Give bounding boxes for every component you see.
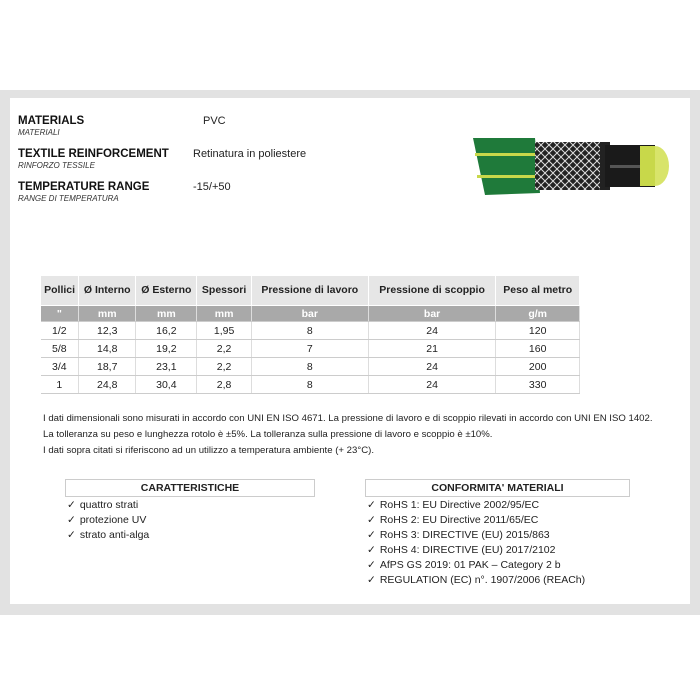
column-header: Peso al metro bbox=[495, 275, 580, 306]
spec-sublabel: RANGE DI TEMPERATURA bbox=[18, 194, 119, 203]
spec-value: PVC bbox=[203, 115, 226, 127]
table-cell: 8 bbox=[251, 357, 369, 376]
table-header-row: Pollici Ø Interno Ø Esterno Spessori Pre… bbox=[39, 275, 580, 306]
table-row: 1/2 12,3 16,2 1,95 8 24 120 bbox=[40, 321, 580, 340]
spec-value: -15/+50 bbox=[193, 181, 231, 193]
table-row: 3/4 18,7 23,1 2,2 8 24 200 bbox=[40, 357, 580, 376]
spec-sublabel: RINFORZO TESSILE bbox=[18, 161, 95, 170]
table-cell: 2,2 bbox=[196, 339, 252, 358]
table-cell: 24,8 bbox=[78, 375, 137, 394]
table-cell: 23,1 bbox=[135, 357, 198, 376]
column-header: Pressione di scoppio bbox=[367, 275, 497, 306]
check-icon: ✓ bbox=[367, 544, 376, 556]
check-icon: ✓ bbox=[67, 499, 76, 511]
conformita-list: ✓ RoHS 1: EU Directive 2002/95/EC ✓ RoHS 2:… bbox=[367, 498, 585, 588]
unit-cell: bar bbox=[251, 305, 369, 322]
table-cell: 24 bbox=[368, 375, 497, 394]
note-line: La tolleranza su peso e lunghezza rotolo… bbox=[43, 429, 493, 440]
note-line: I dati sopra citati si riferiscono ad un… bbox=[43, 445, 374, 456]
column-header: Pollici bbox=[39, 275, 80, 306]
check-icon: ✓ bbox=[367, 559, 376, 571]
notes: I dati dimensionali sono misurati in acc… bbox=[43, 411, 653, 459]
unit-cell: g/m bbox=[495, 305, 580, 322]
table-cell: 1/2 bbox=[40, 321, 80, 340]
list-item: ✓ strato anti-alga bbox=[67, 528, 149, 543]
table-cell: 1 bbox=[40, 375, 80, 394]
list-item-text: strato anti-alga bbox=[79, 529, 150, 541]
check-icon: ✓ bbox=[67, 529, 76, 541]
list-item: ✓ AfPS GS 2019: 01 PAK – Category 2 b bbox=[367, 558, 585, 573]
list-item: ✓ protezione UV bbox=[67, 513, 149, 528]
list-item: ✓ quattro strati bbox=[67, 498, 149, 513]
table-cell: 330 bbox=[495, 375, 580, 394]
table-row: 1 24,8 30,4 2,8 8 24 330 bbox=[40, 375, 580, 394]
check-icon: ✓ bbox=[367, 499, 376, 511]
list-item-text: AfPS GS 2019: 01 PAK – Category 2 b bbox=[379, 559, 561, 571]
table-cell: 30,4 bbox=[135, 375, 198, 394]
column-header: Spessori bbox=[196, 275, 252, 306]
unit-cell: mm bbox=[196, 305, 252, 322]
list-item: ✓ RoHS 2: EU Directive 2011/65/EC bbox=[367, 513, 585, 528]
table-cell: 14,8 bbox=[78, 339, 137, 358]
table-cell: 3/4 bbox=[40, 357, 80, 376]
list-item-text: protezione UV bbox=[79, 514, 147, 526]
list-item-text: RoHS 4: DIRECTIVE (EU) 2017/2102 bbox=[379, 544, 556, 556]
table-cell: 7 bbox=[251, 339, 369, 358]
table-cell: 16,2 bbox=[135, 321, 198, 340]
spec-value: Retinatura in poliestere bbox=[193, 148, 307, 160]
spec-label: MATERIALS bbox=[18, 115, 85, 127]
check-icon: ✓ bbox=[367, 514, 376, 526]
spec-label: TEXTILE REINFORCEMENT bbox=[18, 148, 169, 160]
units-row: " mm mm mm bar bar g/m bbox=[40, 305, 580, 322]
column-header: Pressione di lavoro bbox=[250, 275, 369, 306]
table-cell: 21 bbox=[368, 339, 497, 358]
list-item: ✓ RoHS 3: DIRECTIVE (EU) 2015/863 bbox=[367, 528, 585, 543]
unit-cell: mm bbox=[78, 305, 137, 322]
table-cell: 24 bbox=[368, 321, 497, 340]
list-item-text: quattro strati bbox=[79, 499, 139, 511]
table-cell: 1,95 bbox=[196, 321, 252, 340]
table-cell: 18,7 bbox=[78, 357, 137, 376]
list-item: ✓ RoHS 4: DIRECTIVE (EU) 2017/2102 bbox=[367, 543, 585, 558]
list-item-text: RoHS 1: EU Directive 2002/95/EC bbox=[379, 499, 540, 511]
table-cell: 200 bbox=[495, 357, 580, 376]
check-icon: ✓ bbox=[367, 529, 376, 541]
table-cell: 2,2 bbox=[196, 357, 252, 376]
list-item: ✓ RoHS 1: EU Directive 2002/95/EC bbox=[367, 498, 585, 513]
unit-cell: bar bbox=[368, 305, 497, 322]
table-cell: 8 bbox=[251, 375, 369, 394]
table-cell: 12,3 bbox=[78, 321, 137, 340]
table-cell: 24 bbox=[368, 357, 497, 376]
spec-textile: TEXTILE REINFORCEMENT RINFORZO TESSILE R… bbox=[18, 148, 306, 170]
table-cell: 2,8 bbox=[196, 375, 252, 394]
specs-table: Pollici Ø Interno Ø Esterno Spessori Pre… bbox=[39, 275, 580, 394]
caratteristiche-title: CARATTERISTICHE bbox=[65, 479, 315, 497]
table-cell: 120 bbox=[495, 321, 580, 340]
spec-materials: MATERIALS MATERIALI PVC bbox=[18, 115, 226, 137]
conformita-title: CONFORMITA' MATERIALI bbox=[365, 479, 630, 497]
table-cell: 160 bbox=[495, 339, 580, 358]
product-sheet: MATERIALS MATERIALI PVC TEXTILE REINFORC… bbox=[10, 98, 690, 604]
list-item-text: RoHS 2: EU Directive 2011/65/EC bbox=[379, 514, 539, 526]
list-item: ✓ REGULATION (EC) n°. 1907/2006 (REACh) bbox=[367, 573, 585, 588]
hose-image bbox=[473, 138, 669, 195]
unit-cell: mm bbox=[135, 305, 198, 322]
spec-sublabel: MATERIALI bbox=[18, 128, 60, 137]
column-header: Ø Interno bbox=[78, 275, 137, 306]
caratteristiche-list: ✓ quattro strati ✓ protezione UV ✓ strato ant… bbox=[67, 498, 149, 543]
table-cell: 5/8 bbox=[40, 339, 80, 358]
spec-label: TEMPERATURE RANGE bbox=[18, 181, 150, 193]
list-item-text: REGULATION (EC) n°. 1907/2006 (REACh) bbox=[379, 574, 586, 586]
table-cell: 8 bbox=[251, 321, 369, 340]
check-icon: ✓ bbox=[67, 514, 76, 526]
list-item-text: RoHS 3: DIRECTIVE (EU) 2015/863 bbox=[379, 529, 550, 541]
check-icon: ✓ bbox=[367, 574, 376, 586]
table-cell: 19,2 bbox=[135, 339, 198, 358]
column-header: Ø Esterno bbox=[135, 275, 198, 306]
note-line: I dati dimensionali sono misurati in acc… bbox=[43, 413, 653, 424]
unit-cell: " bbox=[40, 305, 80, 322]
spec-temperature: TEMPERATURE RANGE RANGE DI TEMPERATURA -… bbox=[18, 181, 231, 203]
table-row: 5/8 14,8 19,2 2,2 7 21 160 bbox=[40, 339, 580, 358]
